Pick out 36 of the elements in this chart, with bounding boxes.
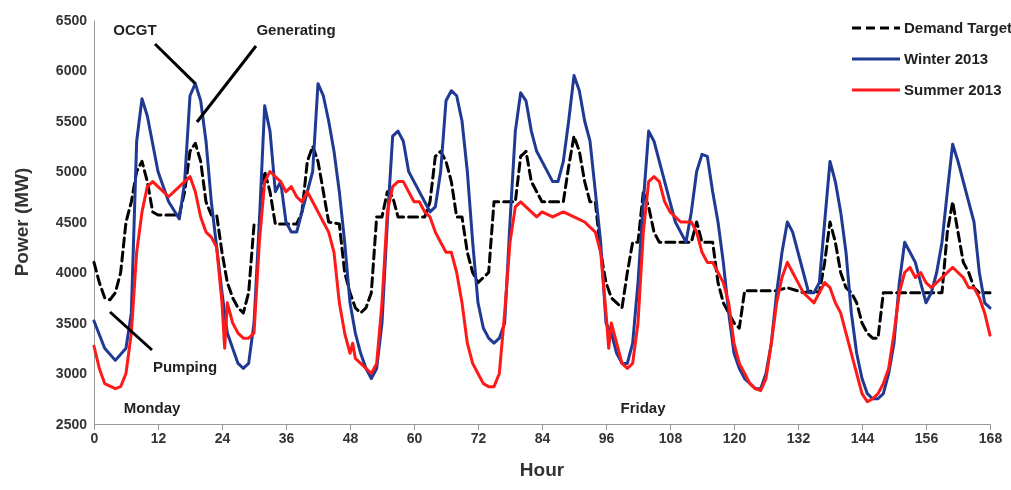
y-tick-label: 2500 bbox=[55, 415, 88, 432]
line-series bbox=[92, 170, 992, 404]
x-tick-label: 156 bbox=[914, 429, 939, 446]
x-tick-label: 72 bbox=[470, 429, 487, 446]
y-tick-label: 5500 bbox=[55, 112, 88, 129]
x-tick-label: 144 bbox=[850, 429, 875, 446]
x-tick-label: 36 bbox=[278, 429, 295, 446]
x-tick-label: 84 bbox=[534, 429, 551, 446]
annotation: Monday bbox=[123, 399, 181, 417]
line-series bbox=[92, 134, 992, 340]
y-tick-label: 6500 bbox=[55, 11, 88, 28]
annotation: OCGT bbox=[113, 21, 157, 39]
y-axis-title: Power (MW) bbox=[11, 167, 32, 277]
x-tick-label: 60 bbox=[406, 429, 423, 446]
y-tick-label: 3000 bbox=[55, 365, 88, 382]
y-tick-label: 4500 bbox=[55, 213, 88, 230]
y-tick-label: 5000 bbox=[55, 163, 88, 180]
y-tick-label: 3500 bbox=[55, 314, 88, 331]
x-tick-label: 12 bbox=[150, 429, 167, 446]
x-tick-label: 120 bbox=[722, 429, 747, 446]
annotation: Pumping bbox=[152, 358, 218, 376]
annotation: Generating bbox=[256, 21, 336, 39]
x-axis-title: Hour bbox=[519, 459, 565, 480]
legend-label: Winter 2013 bbox=[904, 50, 989, 68]
x-tick-label: 0 bbox=[90, 429, 99, 446]
y-tick-label: 6000 bbox=[55, 62, 88, 79]
annotation: Friday bbox=[620, 399, 667, 417]
x-tick-label: 48 bbox=[342, 429, 359, 446]
x-tick-label: 96 bbox=[598, 429, 615, 446]
legend-label: Demand Target bbox=[904, 19, 1011, 37]
legend-label: Summer 2013 bbox=[904, 81, 1002, 99]
x-tick-label: 168 bbox=[978, 429, 1003, 446]
x-tick-label: 108 bbox=[658, 429, 683, 446]
y-tick-label: 4000 bbox=[55, 264, 88, 281]
x-tick-label: 24 bbox=[214, 429, 231, 446]
x-tick-label: 132 bbox=[786, 429, 811, 446]
